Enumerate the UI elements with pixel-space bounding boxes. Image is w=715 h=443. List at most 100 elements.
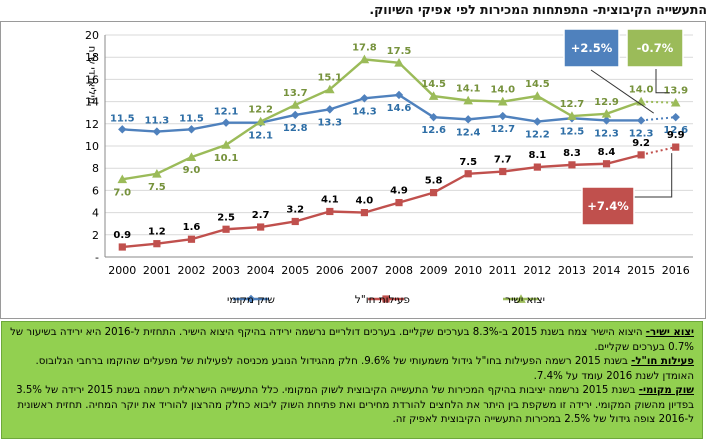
series-line	[122, 58, 642, 181]
data-label: 12.7	[560, 99, 585, 110]
chart-title: התעשייה הקיבוצית- התפתחות המכירות לפי אפ…	[369, 2, 707, 17]
data-point	[463, 95, 473, 105]
x-tick-label: 2011	[489, 264, 517, 277]
data-label: 9.9	[667, 130, 685, 141]
legend: שוק מקומי פעילות חו"ל יצוא ישיר	[227, 294, 545, 306]
data-label: 4.1	[321, 194, 339, 205]
data-label: 2.7	[252, 210, 270, 221]
data-point	[222, 225, 230, 233]
data-point	[325, 105, 335, 114]
callouts: +2.5% -0.7% +7.4%	[563, 28, 684, 226]
data-point	[636, 116, 646, 125]
data-label: 12.4	[456, 127, 481, 138]
data-point	[291, 217, 299, 226]
y-axis-label: מיליארדי ש"ח	[86, 46, 97, 104]
x-tick-label: 2013	[558, 264, 586, 277]
chart-frame: - 2 4 6 8 10 12 14 16 18 20 מיליארדי ש"ח 2000 2001 200…	[0, 21, 706, 319]
data-label: 2.5	[217, 212, 235, 223]
data-label: 7.0	[113, 187, 131, 198]
series-markers	[117, 54, 681, 251]
y-tick-label: 12	[85, 118, 99, 131]
data-point	[187, 235, 196, 243]
data-point	[463, 115, 473, 124]
y-tick-label: 14	[85, 96, 99, 109]
data-point	[637, 151, 645, 159]
data-point	[671, 112, 680, 122]
data-label: 8.4	[598, 147, 616, 158]
data-point	[152, 168, 162, 178]
y-tick-label: 4	[92, 207, 99, 220]
x-tick-label: 2016	[662, 264, 690, 277]
data-label: 7.5	[148, 182, 166, 193]
data-label: 7.7	[494, 155, 512, 166]
data-label: 12.1	[214, 107, 239, 118]
y-tick-label: 20	[85, 29, 99, 42]
callout-red-box	[581, 186, 635, 226]
x-tick-label: 2012	[523, 264, 551, 277]
x-tick-label: 2008	[385, 264, 413, 277]
data-label: 12.7	[490, 124, 515, 135]
x-tick-label: 2009	[420, 264, 448, 277]
axes: - 2 4 6 8 10 12 14 16 18 20 מיליארדי ש"ח 2000 2001 200…	[85, 29, 690, 277]
data-point	[360, 94, 369, 103]
line-chart: - 2 4 6 8 10 12 14 16 18 20 מיליארדי ש"ח 2000 2001 200…	[85, 28, 693, 306]
data-point	[187, 125, 196, 134]
data-label: 14.1	[456, 83, 481, 94]
data-label: 15.1	[317, 72, 342, 83]
y-tick-label: 10	[85, 140, 99, 153]
data-point	[602, 116, 611, 125]
legend-label: פעילות חו"ל	[355, 294, 410, 306]
data-point	[325, 84, 335, 94]
data-label: 12.3	[629, 128, 654, 139]
data-point	[221, 140, 231, 149]
x-tick-label: 2001	[143, 264, 171, 277]
data-label: 1.6	[183, 222, 201, 233]
callout-blue-text: +2.5%	[571, 41, 613, 55]
data-label: 14.5	[525, 79, 550, 90]
callout-red-text: +7.4%	[587, 199, 629, 213]
data-point	[394, 90, 404, 100]
data-label: 12.1	[248, 131, 273, 142]
data-point	[360, 209, 369, 217]
data-point	[601, 109, 612, 118]
data-label: 5.8	[425, 176, 443, 187]
data-label: 12.6	[421, 125, 446, 136]
note-local: שוק מקומי- בשנת 2015 נרשמה יציבות בהיקף …	[10, 384, 694, 428]
y-tick-label: 2	[92, 229, 99, 242]
data-label: 0.9	[113, 230, 131, 241]
data-label: 11.5	[110, 113, 135, 124]
data-point	[255, 116, 266, 126]
data-label: 4.0	[356, 196, 374, 207]
callout-blue-leader	[590, 69, 654, 114]
data-point	[532, 91, 543, 100]
callout-green-box	[626, 28, 684, 68]
data-label: 12.3	[594, 128, 619, 139]
x-tick-label: 2005	[281, 264, 309, 277]
data-label: 13.9	[663, 86, 688, 97]
callout-green-text: -0.7%	[637, 41, 674, 55]
forecast-line	[641, 100, 676, 104]
data-point	[499, 167, 507, 176]
data-point	[672, 143, 680, 151]
data-point	[153, 240, 161, 248]
callout-red-leader	[631, 153, 673, 198]
data-label: 4.9	[390, 186, 408, 197]
x-tick-label: 2007	[350, 264, 378, 277]
data-label: 17.5	[387, 46, 412, 57]
data-label: 3.2	[286, 204, 304, 215]
data-label: 13.7	[283, 88, 308, 99]
data-label: 8.3	[563, 148, 581, 159]
legend-label: יצוא ישיר	[505, 294, 545, 306]
data-label: 17.8	[352, 42, 377, 53]
data-point	[602, 160, 611, 168]
x-tick-label: 2002	[177, 264, 205, 277]
y-tick-label: 8	[92, 162, 99, 175]
data-point	[497, 96, 508, 106]
data-label: 1.2	[148, 227, 166, 238]
data-point	[326, 207, 334, 216]
data-point	[670, 97, 681, 107]
data-point	[117, 174, 128, 184]
data-labels: 11.5 11.3 11.5 12.1 12.1 12.8 13.3 14.3 14.6 12.6…	[110, 42, 688, 241]
data-point	[359, 54, 370, 64]
data-point	[118, 243, 126, 251]
